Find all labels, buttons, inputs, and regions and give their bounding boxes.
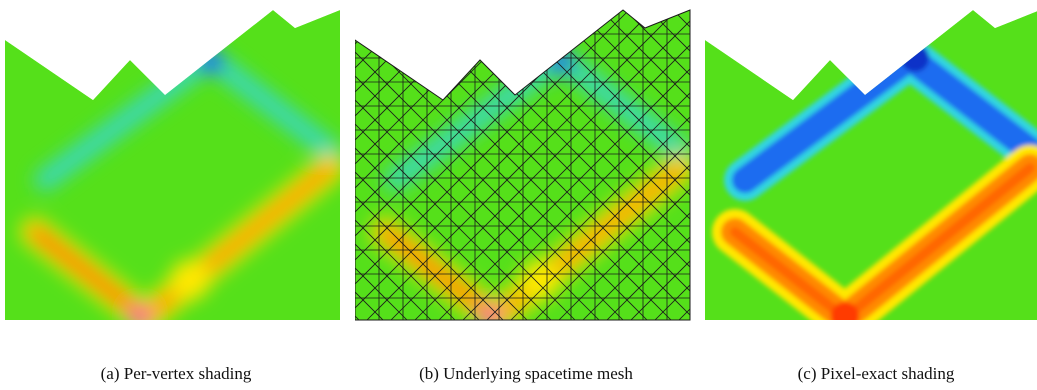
- panel-pixel-exact-shading: [705, 0, 1037, 330]
- caption-a: (a) Per-vertex shading: [100, 364, 252, 383]
- panel-per-vertex-shading: [5, 0, 347, 330]
- shaded-domain-b: [355, 9, 691, 321]
- shaded-domain-c: [705, 10, 1037, 320]
- panel-spacetime-mesh: [355, 0, 697, 330]
- shaded-domain-a: [5, 10, 340, 320]
- caption-b: (b) Underlying spacetime mesh: [419, 364, 633, 383]
- caption-c: (c) Pixel-exact shading: [797, 364, 955, 383]
